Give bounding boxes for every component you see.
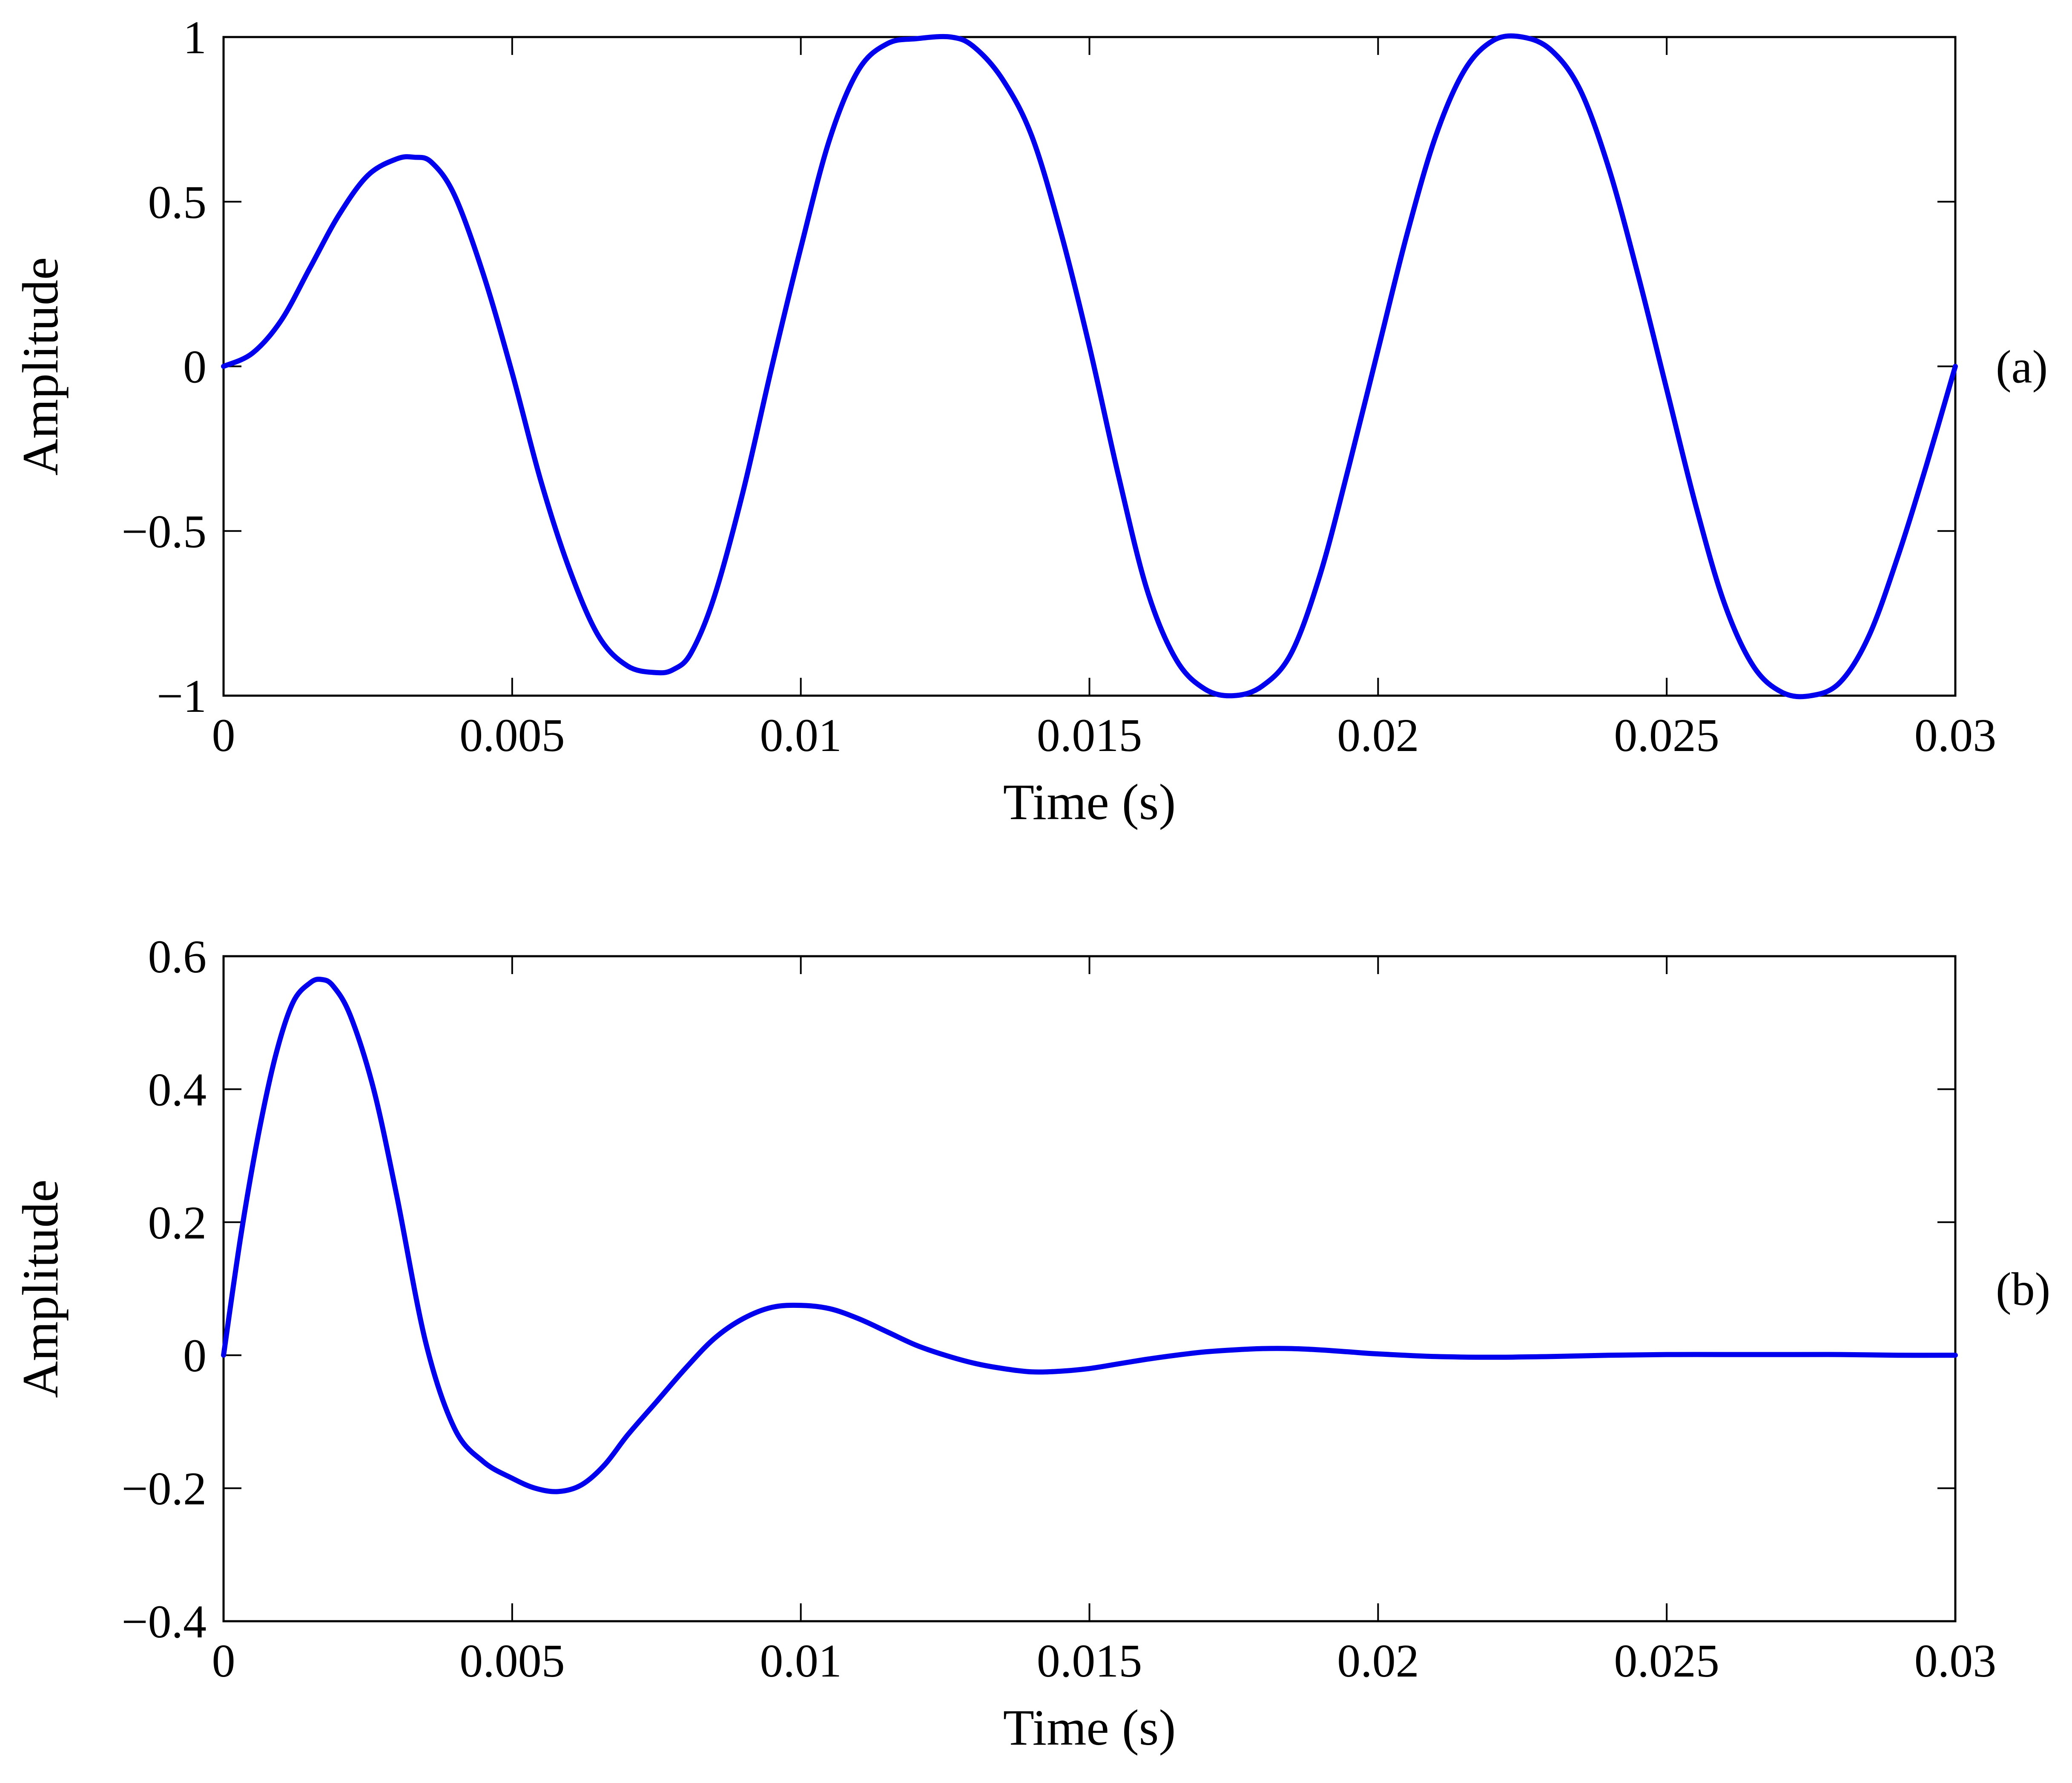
y-tick-labels: −1 −0.5 0 0.5 1 [121, 11, 207, 722]
plot-area-frame [222, 955, 1957, 1622]
x-tick-label: 0.005 [459, 709, 565, 761]
chart-panel-b: 0 0.005 0.01 0.015 0.02 0.025 0.03 −0.4 −0.2 0 0.… [12, 931, 2050, 1756]
y-tick-labels: −0.4 −0.2 0 0.2 0.4 0.6 [121, 931, 207, 1648]
x-tick-label: 0.015 [1037, 709, 1142, 761]
plot-area-frame [222, 36, 1957, 697]
x-tick-labels: 0 0.005 0.01 0.015 0.02 0.025 0.03 [212, 1635, 1997, 1687]
series-line [221, 977, 1958, 1494]
series-line [221, 33, 1958, 699]
y-tick-label: −0.4 [121, 1596, 207, 1648]
x-tick-label: 0.005 [459, 1635, 565, 1687]
y-tick-label: 0.5 [148, 176, 207, 228]
y-tick-label: 0 [183, 1330, 207, 1382]
x-axis-label: Time (s) [1003, 1699, 1176, 1756]
y-tick-label: 0.4 [148, 1063, 207, 1115]
y-axis-label: Amplitude [12, 1179, 69, 1398]
y-tick-label: 0 [183, 341, 207, 393]
y-tick-label: −0.5 [121, 505, 207, 557]
y-tick-label: −1 [157, 670, 207, 722]
y-tick-label: −0.2 [121, 1463, 207, 1515]
x-tick-label: 0 [212, 1635, 235, 1687]
x-tick-label: 0.03 [1914, 1635, 1997, 1687]
y-tick-label: 1 [183, 11, 207, 63]
y-axis-label: Amplitude [12, 257, 69, 476]
x-tick-label: 0.03 [1914, 709, 1997, 761]
x-tick-label: 0.02 [1337, 1635, 1419, 1687]
x-tick-label: 0.01 [760, 709, 842, 761]
panel-label: (a) [1996, 341, 2048, 393]
panel-label: (b) [1996, 1263, 2050, 1315]
x-tick-label: 0.015 [1037, 1635, 1142, 1687]
x-tick-label: 0.02 [1337, 709, 1419, 761]
x-tick-label: 0 [212, 709, 235, 761]
x-tick-label: 0.01 [760, 1635, 842, 1687]
x-tick-labels: 0 0.005 0.01 0.015 0.02 0.025 0.03 [212, 709, 1997, 761]
chart-panel-a: 0 0.005 0.01 0.015 0.02 0.025 0.03 −1 −0.5 0 0.5 1… [12, 11, 2048, 830]
x-tick-label: 0.025 [1614, 1635, 1719, 1687]
x-tick-label: 0.025 [1614, 709, 1719, 761]
x-axis-label: Time (s) [1003, 774, 1176, 830]
y-tick-label: 0.2 [148, 1197, 207, 1249]
y-tick-label: 0.6 [148, 931, 207, 983]
tick-marks [223, 36, 1956, 697]
tick-marks [223, 955, 1956, 1622]
